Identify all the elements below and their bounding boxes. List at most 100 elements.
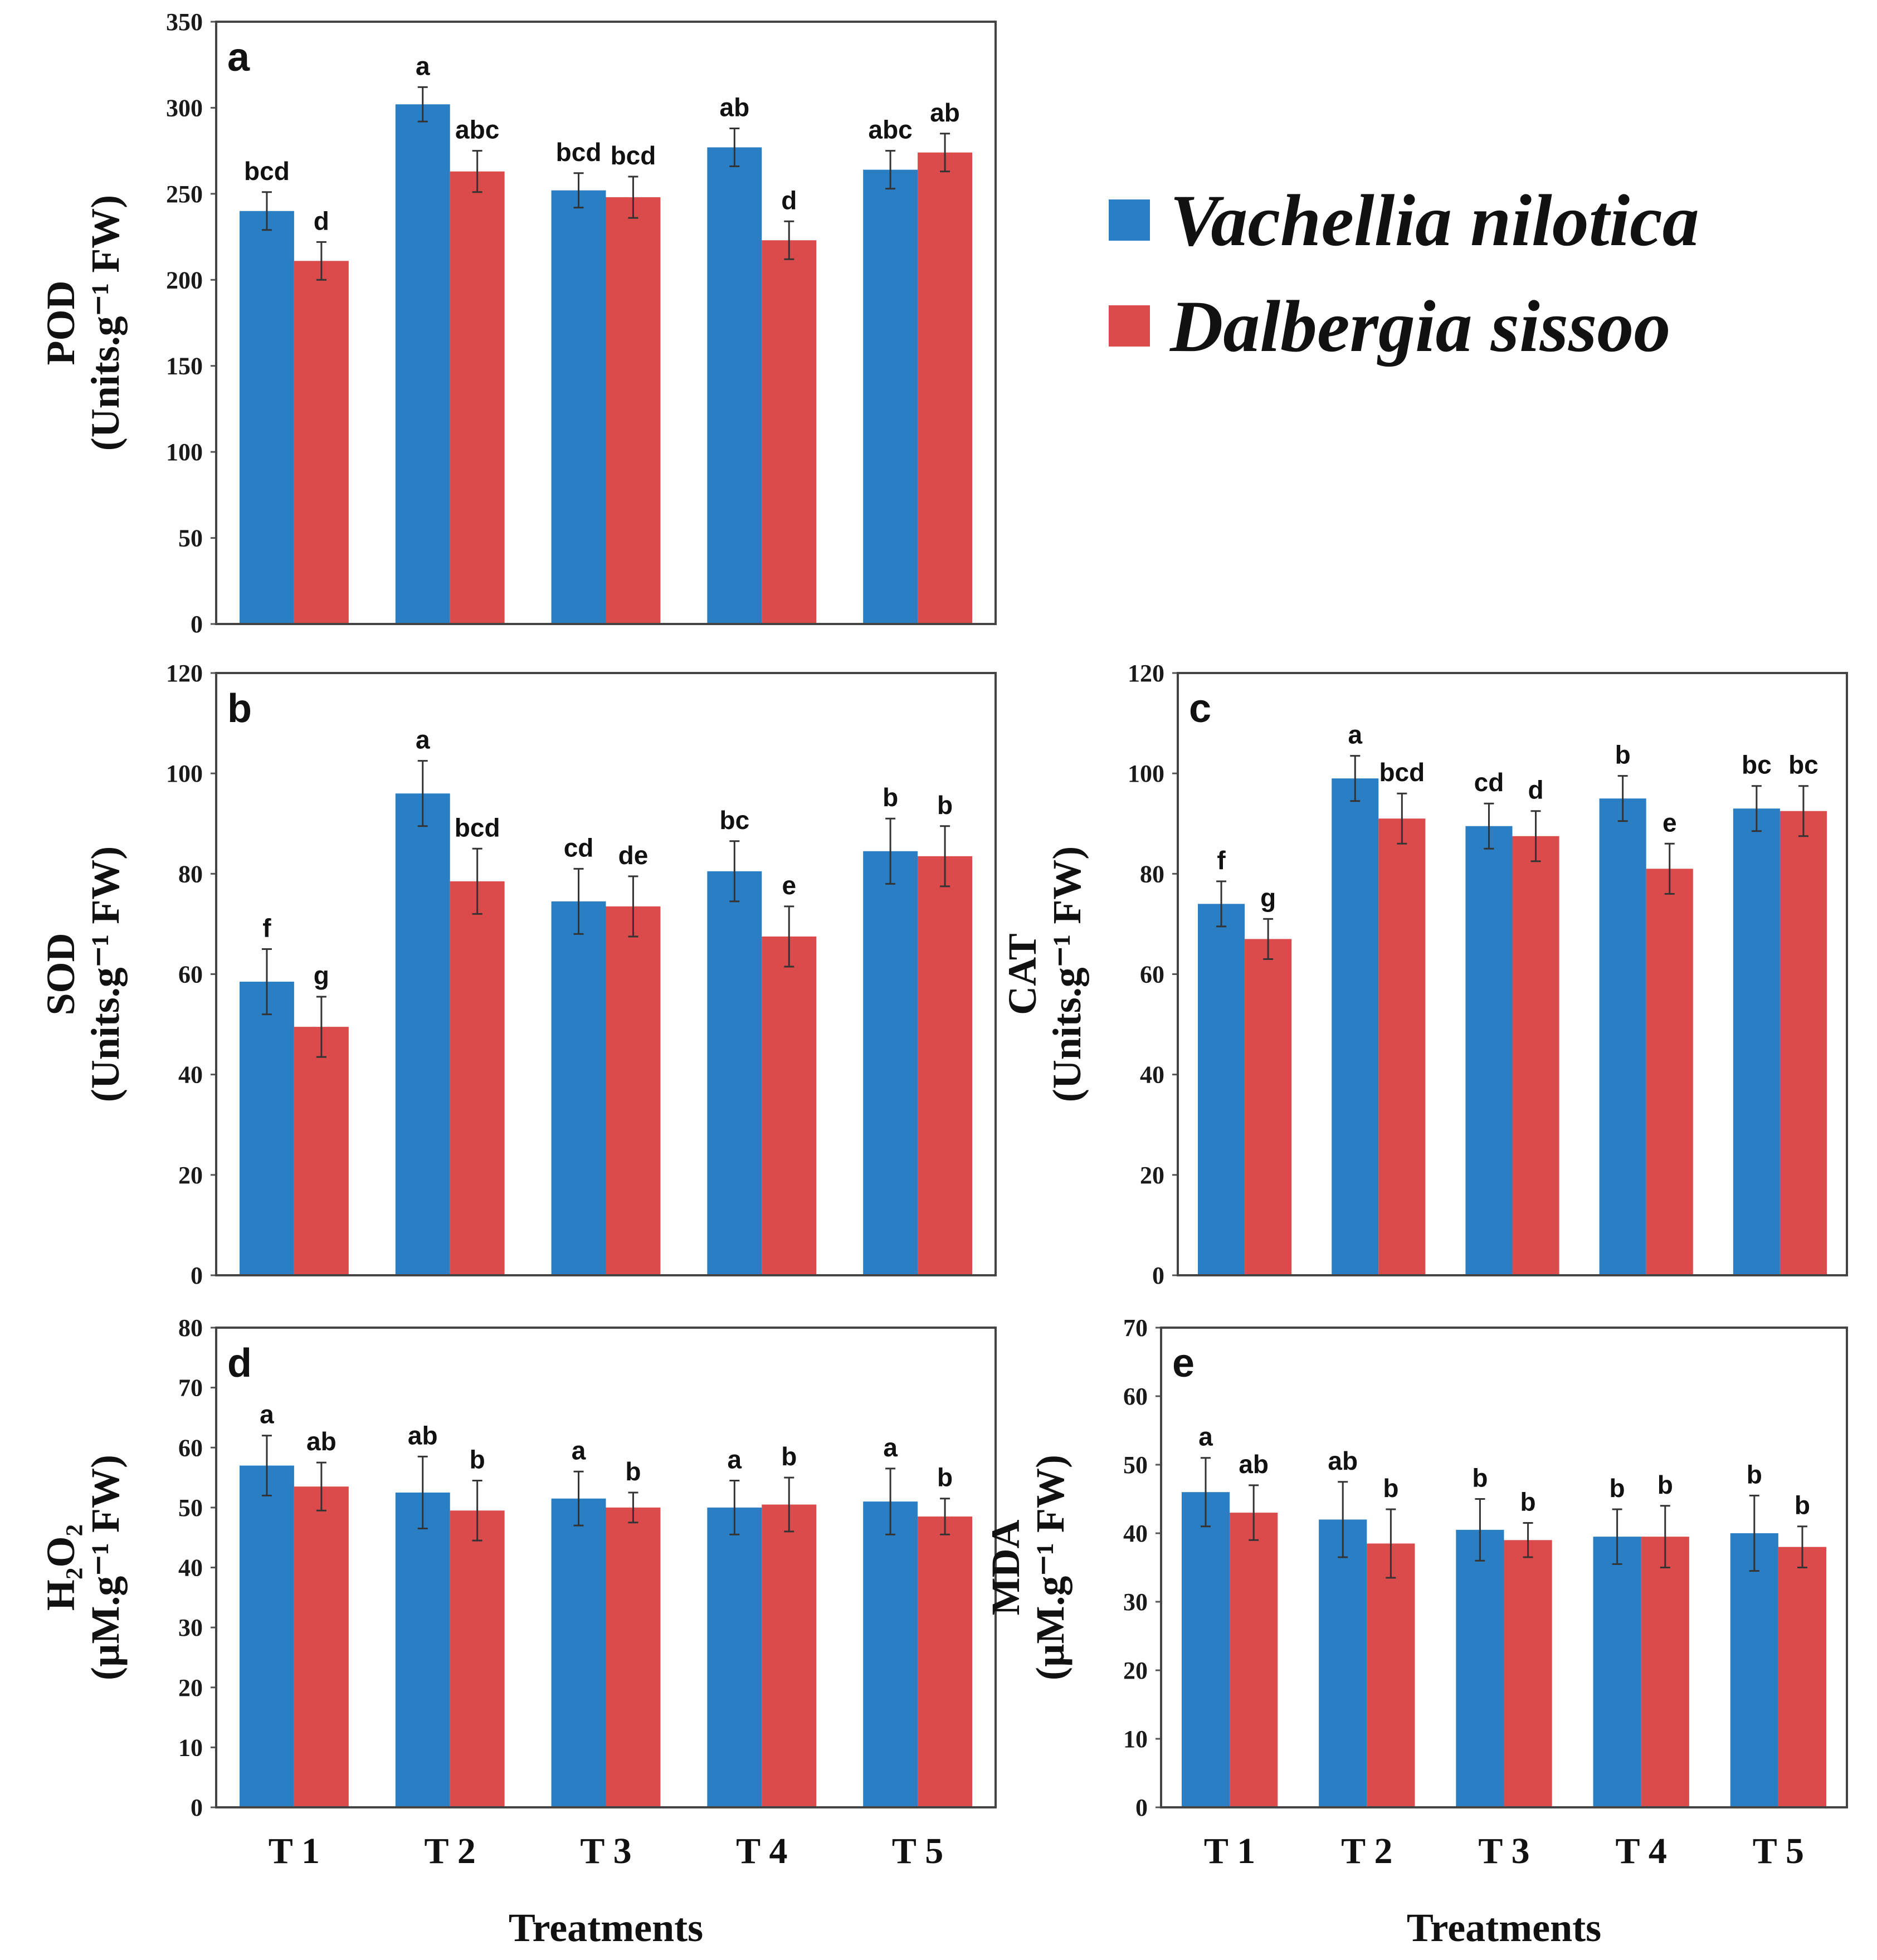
bar-vachellia: [1198, 904, 1245, 1275]
bar-dalbergia: [1367, 1543, 1415, 1807]
bar-vachellia: [1456, 1529, 1504, 1807]
significance-letter: abc: [455, 115, 499, 144]
significance-letter: a: [728, 1445, 742, 1474]
y-tick-label: 10: [1123, 1725, 1148, 1753]
bar-dalbergia: [450, 881, 505, 1275]
significance-letter: bcd: [611, 141, 656, 170]
bar-vachellia: [1319, 1519, 1367, 1807]
x-tick-label: T 5: [1753, 1831, 1804, 1871]
bar-vachellia: [239, 1465, 294, 1807]
bar-vachellia: [551, 1498, 606, 1807]
y-tick-label: 20: [178, 1674, 203, 1701]
significance-letter: b: [1747, 1460, 1762, 1489]
significance-letter: a: [883, 1433, 898, 1462]
y-tick-label: 120: [166, 660, 203, 687]
bar-dalbergia: [606, 1507, 661, 1807]
significance-letter: abc: [869, 115, 913, 144]
bar-dalbergia: [1504, 1540, 1552, 1807]
y-tick-label: 40: [178, 1554, 203, 1582]
bar-vachellia: [863, 851, 918, 1275]
significance-letter: a: [1198, 1422, 1213, 1451]
x-tick-label: T 4: [1616, 1831, 1667, 1871]
plot-frame: [1160, 1327, 1848, 1808]
x-axis-title: Treatments: [1407, 1905, 1601, 1950]
bar-vachellia: [239, 982, 294, 1275]
panel-b: 0 20 40 60 80 100 120 f g a bcd cd de bc e b b b SOD (Units…: [38, 660, 997, 1289]
significance-letter: bcd: [244, 157, 290, 186]
y-axis-title: H₂O₂: [38, 1524, 83, 1611]
bar-dalbergia: [1641, 1537, 1689, 1807]
y-tick-label: 10: [178, 1734, 203, 1761]
x-tick-label: T 2: [1341, 1831, 1392, 1871]
bar-dalbergia: [1230, 1513, 1278, 1807]
x-tick-label: T 3: [580, 1831, 631, 1871]
legend-label-dalbergia: Dalbergia sissoo: [1169, 285, 1670, 367]
y-tick-label: 80: [178, 860, 203, 888]
bar-vachellia: [1332, 778, 1379, 1275]
significance-letter: f: [262, 913, 271, 942]
significance-letter: a: [1348, 720, 1362, 749]
y-axis-unit: (Units.g⁻¹ FW): [83, 195, 128, 451]
y-axis-unit: (Units.g⁻¹ FW): [83, 846, 128, 1103]
bar-dalbergia: [918, 152, 973, 624]
significance-letter: d: [781, 186, 797, 214]
bar-vachellia: [1733, 808, 1780, 1275]
panel-letter: b: [227, 686, 252, 731]
significance-letter: b: [937, 791, 953, 820]
y-tick-label: 80: [178, 1314, 203, 1342]
bar-dalbergia: [1512, 836, 1559, 1275]
significance-letter: bcd: [556, 138, 602, 167]
significance-letter: b: [1615, 740, 1631, 769]
bar-dalbergia: [450, 1510, 505, 1807]
y-axis-title: SOD: [38, 933, 83, 1015]
y-tick-label: 50: [178, 525, 203, 552]
y-tick-label: 120: [1128, 660, 1164, 687]
y-tick-label: 60: [1140, 961, 1164, 988]
bar-vachellia: [863, 169, 918, 624]
significance-letter: bcd: [455, 813, 500, 842]
legend: Vachellia nilotica Dalbergia sissoo: [1109, 179, 1699, 367]
panel-letter: a: [227, 35, 250, 80]
x-tick-label: T 1: [1204, 1831, 1255, 1871]
y-tick-label: 0: [191, 1794, 203, 1821]
significance-letter: f: [1217, 846, 1226, 875]
significance-letter: b: [625, 1457, 641, 1486]
plot-frame: [215, 1327, 997, 1808]
significance-letter: bc: [719, 806, 749, 835]
significance-letter: a: [572, 1436, 586, 1465]
bar-dalbergia: [1646, 869, 1693, 1275]
significance-letter: b: [1657, 1470, 1673, 1499]
bar-dalbergia: [294, 1486, 349, 1807]
legend-swatch-vachellia: [1109, 199, 1150, 241]
y-axis-unit: (µM.g⁻¹ FW): [1028, 1455, 1072, 1680]
y-tick-label: 40: [178, 1061, 203, 1089]
bar-vachellia: [707, 1507, 762, 1807]
bar-dalbergia: [294, 261, 349, 625]
significance-letter: d: [1528, 776, 1543, 805]
y-tick-label: 80: [1140, 860, 1164, 888]
significance-letter: b: [1795, 1491, 1810, 1520]
y-tick-label: 50: [178, 1494, 203, 1522]
bar-vachellia: [707, 147, 762, 625]
y-axis-unit: (µM.g⁻¹ FW): [83, 1455, 128, 1680]
y-tick-label: 60: [178, 1434, 203, 1461]
y-axis-title: MDA: [983, 1520, 1028, 1616]
significance-letter: ab: [408, 1421, 438, 1450]
y-tick-label: 30: [1123, 1588, 1148, 1616]
significance-letter: b: [937, 1463, 953, 1492]
y-tick-label: 40: [1123, 1520, 1148, 1547]
significance-letter: ab: [1328, 1446, 1358, 1475]
y-tick-label: 350: [166, 8, 203, 36]
bar-dalbergia: [606, 906, 661, 1275]
significance-letter: b: [1383, 1474, 1398, 1503]
significance-letter: cd: [1474, 768, 1504, 797]
significance-letter: a: [416, 51, 430, 80]
bar-vachellia: [1599, 798, 1646, 1275]
y-axis-title: CAT: [1000, 933, 1045, 1015]
bar-dalbergia: [918, 856, 973, 1275]
significance-letter: e: [1663, 808, 1677, 837]
legend-label-vachellia: Vachellia nilotica: [1170, 179, 1699, 261]
bar-vachellia: [1465, 826, 1513, 1275]
